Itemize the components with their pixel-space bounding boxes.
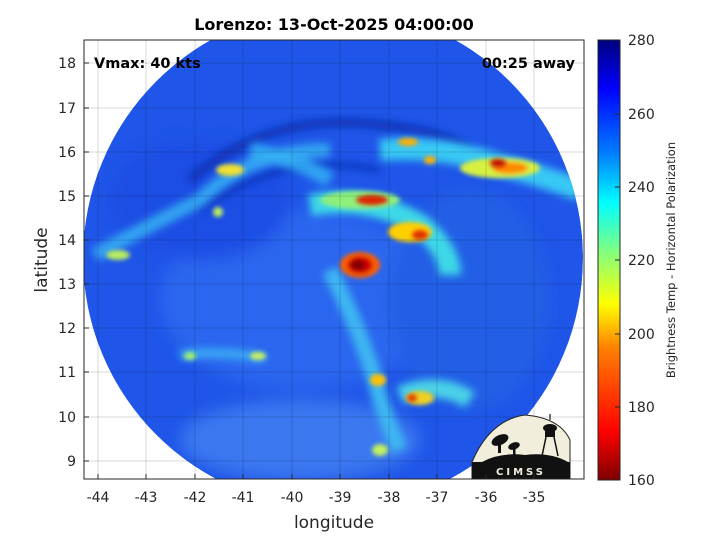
colorbar-label: Brightness Temp - Horizontal Polarizatio… xyxy=(664,142,678,378)
y-tick-label: 9 xyxy=(67,454,76,470)
x-tick-label: -39 xyxy=(329,490,352,506)
y-tick-label: 15 xyxy=(58,189,76,205)
y-tick-label: 10 xyxy=(58,410,76,426)
x-tick-label: -41 xyxy=(232,490,255,506)
vmax-label: Vmax: 40 kts xyxy=(94,56,201,72)
y-tick-label: 18 xyxy=(58,56,76,72)
y-tick-label: 14 xyxy=(58,233,76,249)
time-away-label: 00:25 away xyxy=(482,56,576,72)
x-tick-label: -38 xyxy=(378,490,401,506)
cimss-logo: CIMSS xyxy=(471,414,571,480)
x-tick-label: -37 xyxy=(426,490,449,506)
x-tick-label: -40 xyxy=(281,490,304,506)
x-tick-label: -36 xyxy=(475,490,498,506)
y-tick-labels: 9 10 11 12 13 14 15 16 17 18 xyxy=(58,56,76,470)
logo-text: CIMSS xyxy=(496,467,546,478)
grid-lines xyxy=(84,40,584,479)
colorbar-tick-label: 240 xyxy=(628,180,655,196)
brightness-temp-swath xyxy=(84,40,583,479)
axes-frame xyxy=(83,39,585,480)
x-axis-label: longitude xyxy=(294,513,374,533)
y-tick-label: 17 xyxy=(58,101,76,117)
y-tick-label: 12 xyxy=(58,321,76,337)
colorbar-tick-label: 280 xyxy=(628,33,655,49)
colorbar-tick-label: 260 xyxy=(628,107,655,123)
x-tick-label: -42 xyxy=(184,490,207,506)
colorbar: 160 180 200 220 240 260 280 Brightness T… xyxy=(597,33,678,489)
chart-title: Lorenzo: 13-Oct-2025 04:00:00 xyxy=(194,15,474,34)
y-axis-label: latitude xyxy=(32,227,52,292)
y-tick-label: 13 xyxy=(58,277,76,293)
x-tick-label: -44 xyxy=(87,490,110,506)
colorbar-tick-label: 220 xyxy=(628,253,655,269)
y-tick-label: 11 xyxy=(58,365,76,381)
x-tick-labels: -44 -43 -42 -41 -40 -39 -38 -37 -36 -35 xyxy=(87,490,546,506)
tick-marks xyxy=(84,62,535,479)
x-tick-label: -35 xyxy=(523,490,546,506)
y-tick-label: 16 xyxy=(58,145,76,161)
colorbar-tick-label: 200 xyxy=(628,327,655,343)
x-tick-label: -43 xyxy=(135,490,158,506)
colorbar-tick-label: 160 xyxy=(628,473,655,489)
colorbar-tick-label: 180 xyxy=(628,400,655,416)
